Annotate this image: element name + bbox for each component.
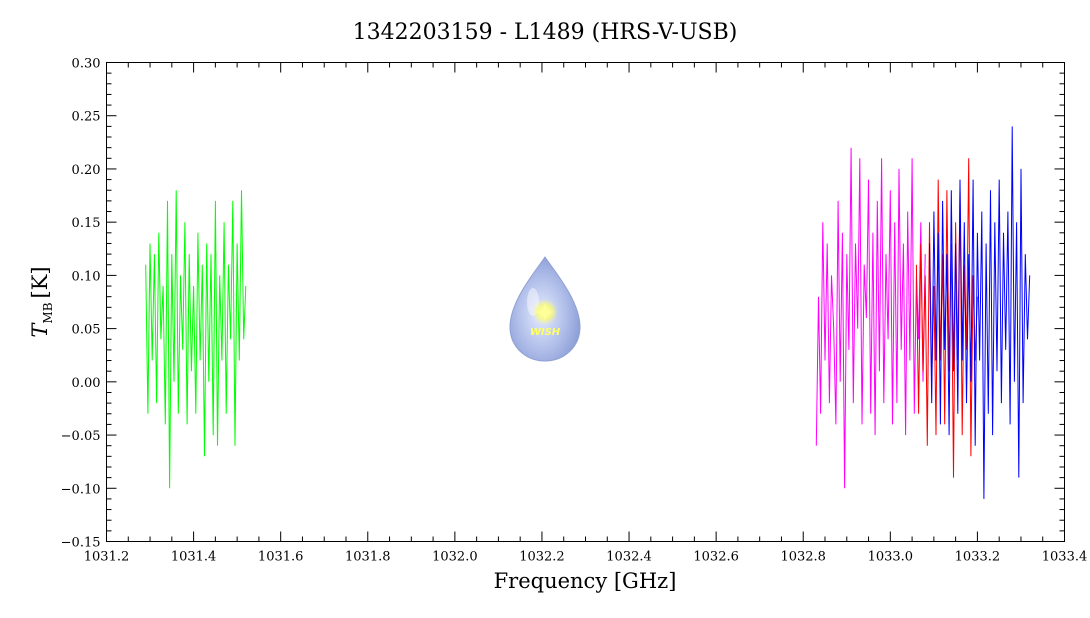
spectrum-series-1 xyxy=(145,190,247,489)
x-tick-label: 1031.8 xyxy=(345,550,391,565)
y-tick-label: 0.10 xyxy=(72,269,101,284)
y-axis-label: TMB [K] xyxy=(28,266,55,337)
y-axis-label-sub: MB xyxy=(41,302,55,323)
y-tick-label: 0.05 xyxy=(72,323,101,338)
spectrum-series-3 xyxy=(915,158,978,478)
y-axis: −0.15 −0.10 −0.05 0.00 0.05 0.10 0.15 0.20 0.25 0… xyxy=(61,57,1065,551)
x-tick-label: 1032.4 xyxy=(606,550,652,565)
x-tick-label: 1032.8 xyxy=(780,550,826,565)
x-tick-label: 1033.2 xyxy=(955,550,1001,565)
y-tick-label: 0.15 xyxy=(72,216,101,231)
y-axis-label-main: T xyxy=(28,322,52,338)
y-tick-label: 0.30 xyxy=(72,57,101,72)
x-tick-label: 1031.6 xyxy=(258,550,304,565)
plot-frame xyxy=(106,62,1065,542)
y-tick-label: 0.00 xyxy=(72,376,101,391)
y-tick-label: −0.10 xyxy=(61,482,101,497)
y-tick-label: 0.20 xyxy=(72,163,101,178)
wish-logo: WISH xyxy=(509,256,581,362)
x-tick-label: 1032.2 xyxy=(519,550,565,565)
x-tick-label: 1032.6 xyxy=(693,550,739,565)
x-tick-label: 1032.0 xyxy=(432,550,478,565)
x-tick-label: 1033.0 xyxy=(868,550,914,565)
y-axis-label-unit: [K] xyxy=(28,266,52,298)
logo-text: WISH xyxy=(530,327,561,338)
spectrum-series-4 xyxy=(929,126,1031,499)
svg-text:TMB[K]: TMB [K] xyxy=(28,266,55,337)
x-tick-label: 1033.4 xyxy=(1042,550,1088,565)
y-tick-label: 0.25 xyxy=(72,110,101,125)
star-icon xyxy=(536,303,554,321)
chart-title: 1342203159 - L1489 (HRS-V-USB) xyxy=(353,20,738,45)
x-tick-label: 1031.2 xyxy=(84,550,130,565)
y-tick-label: −0.15 xyxy=(61,536,101,551)
spectrum-series-2 xyxy=(815,147,926,489)
x-axis: 1031.2 1031.4 1031.6 1031.8 1032.0 1032.2 1032… xyxy=(84,62,1088,565)
series-layer xyxy=(145,126,1031,499)
x-axis-label: Frequency [GHz] xyxy=(494,569,677,593)
x-tick-label: 1031.4 xyxy=(171,550,217,565)
y-tick-label: −0.05 xyxy=(61,429,101,444)
